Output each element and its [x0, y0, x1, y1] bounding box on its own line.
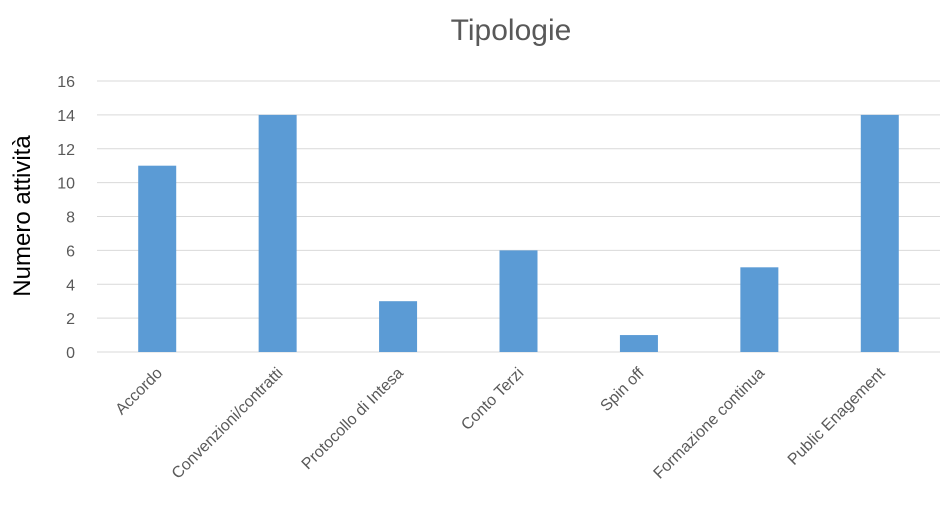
- bar: [258, 114, 297, 352]
- chart-title: Tipologie: [451, 14, 572, 47]
- x-tick-label: Public Enagement: [785, 364, 889, 468]
- bar: [740, 267, 779, 352]
- y-tick-label: 4: [66, 277, 75, 294]
- x-tick-label: Formazione continua: [651, 365, 769, 483]
- y-tick-label: 2: [66, 311, 75, 328]
- bars: [138, 114, 899, 352]
- bar: [860, 114, 899, 352]
- x-tick-label: Conto Terzi: [458, 365, 527, 434]
- y-tick-label: 6: [66, 243, 75, 260]
- gridlines: [97, 80, 940, 353]
- y-axis-label: Numero attività: [9, 135, 36, 297]
- y-tick-label: 12: [57, 142, 75, 159]
- y-axis-ticks: 0 2 4 6 8 10 12 14 16: [57, 74, 75, 362]
- bar: [499, 250, 538, 352]
- y-tick-label: 16: [57, 74, 75, 91]
- y-tick-label: 8: [66, 210, 75, 227]
- y-tick-label: 10: [57, 176, 75, 193]
- bar: [379, 301, 418, 352]
- y-tick-label: 14: [57, 108, 75, 125]
- bar: [619, 335, 658, 352]
- x-tick-label: Accordo: [113, 365, 167, 419]
- x-tick-label: Spin off: [598, 364, 649, 415]
- y-tick-label: 0: [66, 345, 75, 362]
- bar: [138, 165, 177, 352]
- x-tick-label: Convenzioni/contratti: [169, 365, 287, 483]
- x-tick-label: Protocollo di Intesa: [299, 365, 407, 473]
- x-axis-ticks: Accordo Convenzioni/contratti Protocollo d…: [113, 364, 889, 482]
